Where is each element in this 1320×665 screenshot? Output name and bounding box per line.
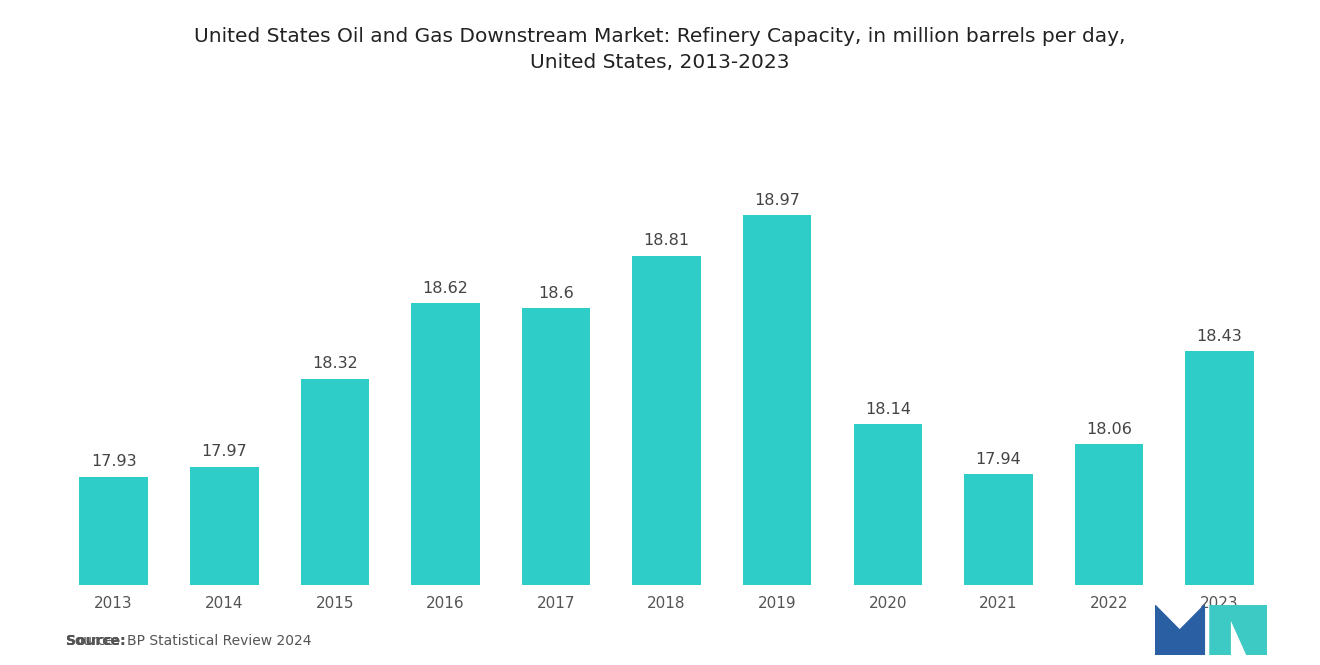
- Text: 18.32: 18.32: [312, 356, 358, 371]
- Text: 17.93: 17.93: [91, 454, 136, 469]
- Bar: [190, 467, 259, 585]
- Text: Source:  BP Statistical Review 2024: Source: BP Statistical Review 2024: [66, 634, 312, 648]
- Text: 18.81: 18.81: [644, 233, 689, 248]
- Text: United States Oil and Gas Downstream Market: Refinery Capacity, in million barre: United States Oil and Gas Downstream Mar…: [194, 27, 1126, 72]
- Polygon shape: [1210, 605, 1267, 655]
- Text: 18.06: 18.06: [1086, 422, 1133, 437]
- Bar: [301, 379, 370, 585]
- Bar: [964, 475, 1032, 585]
- Text: Source:: Source:: [66, 634, 125, 648]
- Bar: [1185, 351, 1254, 585]
- Bar: [1074, 444, 1143, 585]
- Bar: [79, 477, 148, 585]
- Text: 17.94: 17.94: [975, 452, 1022, 467]
- Text: 18.14: 18.14: [865, 402, 911, 416]
- Bar: [411, 303, 479, 585]
- Text: Source:: Source:: [66, 634, 125, 648]
- Text: 18.43: 18.43: [1197, 329, 1242, 344]
- Bar: [743, 215, 812, 585]
- Polygon shape: [1155, 605, 1204, 655]
- Text: 18.97: 18.97: [754, 193, 800, 207]
- Text: 18.62: 18.62: [422, 281, 469, 296]
- Bar: [854, 424, 923, 585]
- Text: 17.97: 17.97: [202, 444, 247, 460]
- Bar: [521, 309, 590, 585]
- Text: 18.6: 18.6: [539, 286, 574, 301]
- Bar: [632, 255, 701, 585]
